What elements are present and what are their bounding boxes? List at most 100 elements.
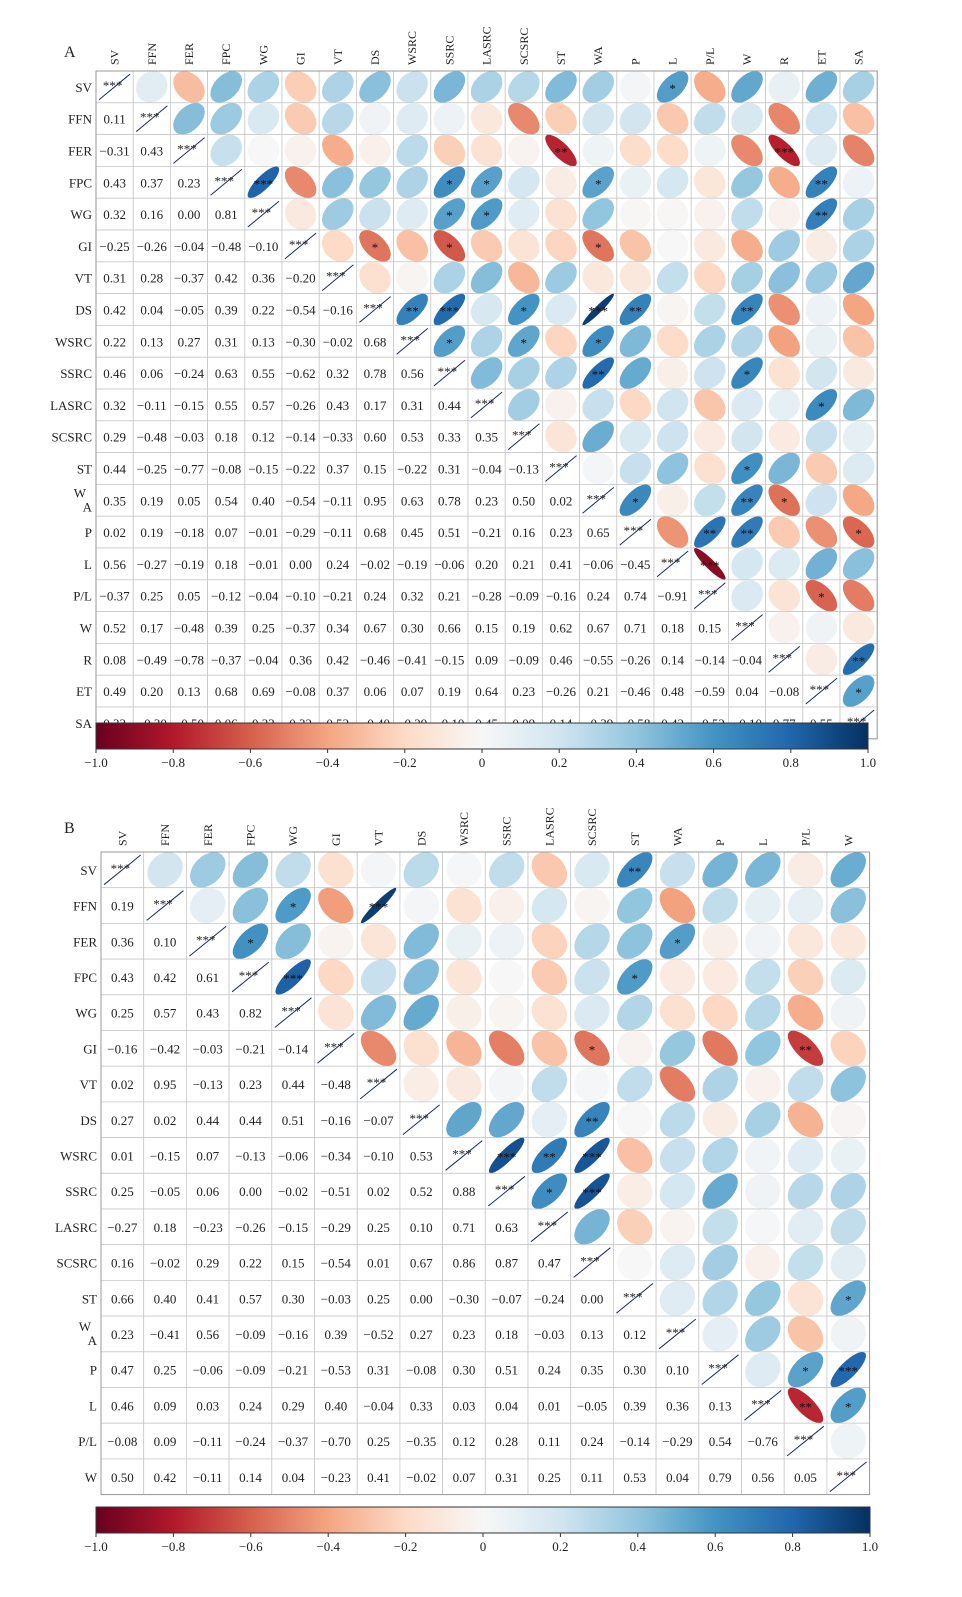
correlation-ellipse	[619, 134, 652, 167]
matrix-cell	[527, 1280, 572, 1317]
matrix-cell	[185, 1065, 230, 1103]
correlation-value: 0.42	[215, 271, 238, 286]
correlation-value: 0.00	[410, 1291, 433, 1306]
correlation-ellipse	[659, 923, 696, 959]
correlation-value: 0.16	[512, 525, 535, 540]
correlation-ellipse	[731, 452, 763, 485]
correlation-ellipse	[318, 923, 354, 959]
column-label: P	[628, 58, 642, 65]
significance-stars: *	[247, 935, 254, 950]
diagonal-line	[487, 1175, 526, 1207]
row-label: FER	[73, 934, 97, 949]
matrix-cell	[484, 1208, 529, 1246]
correlation-ellipse	[768, 102, 800, 135]
correlation-value: −0.26	[235, 1220, 266, 1235]
correlation-ellipse	[433, 71, 466, 103]
matrix-cell	[132, 165, 171, 199]
correlation-ellipse	[403, 852, 439, 888]
correlation-value: 0.15	[364, 462, 387, 477]
correlation-ellipse	[403, 959, 439, 995]
correlation-ellipse	[617, 852, 653, 888]
correlation-value: −0.37	[174, 271, 205, 286]
correlation-ellipse	[545, 420, 577, 453]
significance-stars: **	[543, 1149, 556, 1164]
correlation-ellipse	[531, 1066, 568, 1102]
matrix-cell	[399, 1280, 443, 1317]
correlation-value: −0.06	[583, 557, 614, 572]
correlation-ellipse	[702, 1066, 738, 1102]
matrix-cell	[185, 994, 230, 1031]
correlation-value: −0.54	[286, 493, 317, 508]
correlation-value: 0.43	[196, 1006, 219, 1021]
correlation-value: 0.95	[154, 1077, 177, 1092]
correlation-ellipse	[842, 198, 875, 230]
significance-stars: *	[521, 304, 528, 319]
matrix-cell	[570, 1458, 614, 1496]
correlation-ellipse	[508, 261, 540, 294]
correlation-ellipse	[731, 134, 763, 167]
row-label: W	[85, 1470, 98, 1485]
correlation-ellipse	[360, 887, 397, 924]
matrix-cell	[281, 547, 320, 581]
matrix-cell	[527, 1458, 572, 1496]
correlation-value: −0.21	[472, 525, 502, 540]
correlation-value: −0.37	[211, 652, 242, 667]
matrix-cell	[100, 1422, 145, 1460]
correlation-value: 0.46	[111, 1398, 134, 1413]
correlation-ellipse	[768, 71, 800, 103]
correlation-value: 0.68	[215, 684, 238, 699]
matrix-cell	[393, 420, 432, 453]
colorbar-tick-label: −0.6	[239, 1539, 263, 1554]
correlation-value: 0.18	[661, 621, 684, 636]
row-label: LASRC	[55, 1220, 97, 1235]
correlation-value: −0.15	[248, 462, 278, 477]
matrix-cell	[185, 1244, 230, 1281]
matrix-cell	[95, 388, 134, 422]
correlation-value: 0.39	[623, 1398, 646, 1413]
correlation-value: 0.27	[410, 1327, 433, 1342]
correlation-ellipse	[247, 166, 280, 199]
column-label: R	[777, 57, 791, 65]
correlation-value: −0.54	[286, 303, 317, 318]
colorbar-tick-label: 1.0	[860, 755, 876, 770]
matrix-cell	[281, 515, 320, 549]
significance-stars: ***	[254, 176, 274, 191]
row-label: W	[80, 621, 93, 636]
matrix-cell	[318, 674, 357, 708]
correlation-ellipse	[433, 166, 466, 199]
matrix-cell	[613, 1351, 657, 1388]
correlation-ellipse	[488, 959, 525, 995]
row-label: SSRC	[65, 1184, 97, 1199]
row-label: SV	[75, 80, 92, 95]
correlation-ellipse	[545, 261, 577, 294]
correlation-value: 0.39	[215, 303, 238, 318]
correlation-value: −0.24	[174, 366, 205, 381]
diagonal-line	[321, 264, 354, 291]
row-label: SCSRC	[57, 1256, 97, 1271]
matrix-cell	[169, 452, 208, 485]
correlation-value: 0.31	[401, 398, 424, 413]
correlation-value: 0.23	[239, 1077, 262, 1092]
correlation-value: −0.03	[193, 1041, 223, 1056]
correlation-ellipse	[446, 1102, 482, 1138]
correlation-ellipse	[731, 357, 763, 389]
matrix-cell	[95, 515, 134, 549]
correlation-ellipse	[433, 261, 466, 294]
significance-stars: **	[741, 494, 754, 509]
correlation-value: −0.29	[662, 1434, 692, 1449]
correlation-value: 0.04	[736, 684, 759, 699]
correlation-value: −0.29	[321, 1220, 351, 1235]
correlation-value: 0.21	[438, 589, 461, 604]
correlation-value: 0.29	[196, 1256, 219, 1271]
correlation-ellipse	[830, 1351, 866, 1388]
significance-stars: ***	[700, 558, 720, 573]
correlation-value: −0.16	[546, 589, 577, 604]
correlation-ellipse	[190, 887, 226, 924]
correlation-ellipse	[582, 261, 614, 294]
colorbar-tick-label: −0.6	[239, 755, 263, 770]
diagonal-symbol: ***	[794, 1432, 814, 1447]
correlation-ellipse	[694, 516, 726, 548]
colorbar-tick-label: 0	[479, 755, 486, 770]
row-label: SCSRC	[52, 430, 92, 445]
diagonal-symbol: ***	[239, 968, 259, 983]
